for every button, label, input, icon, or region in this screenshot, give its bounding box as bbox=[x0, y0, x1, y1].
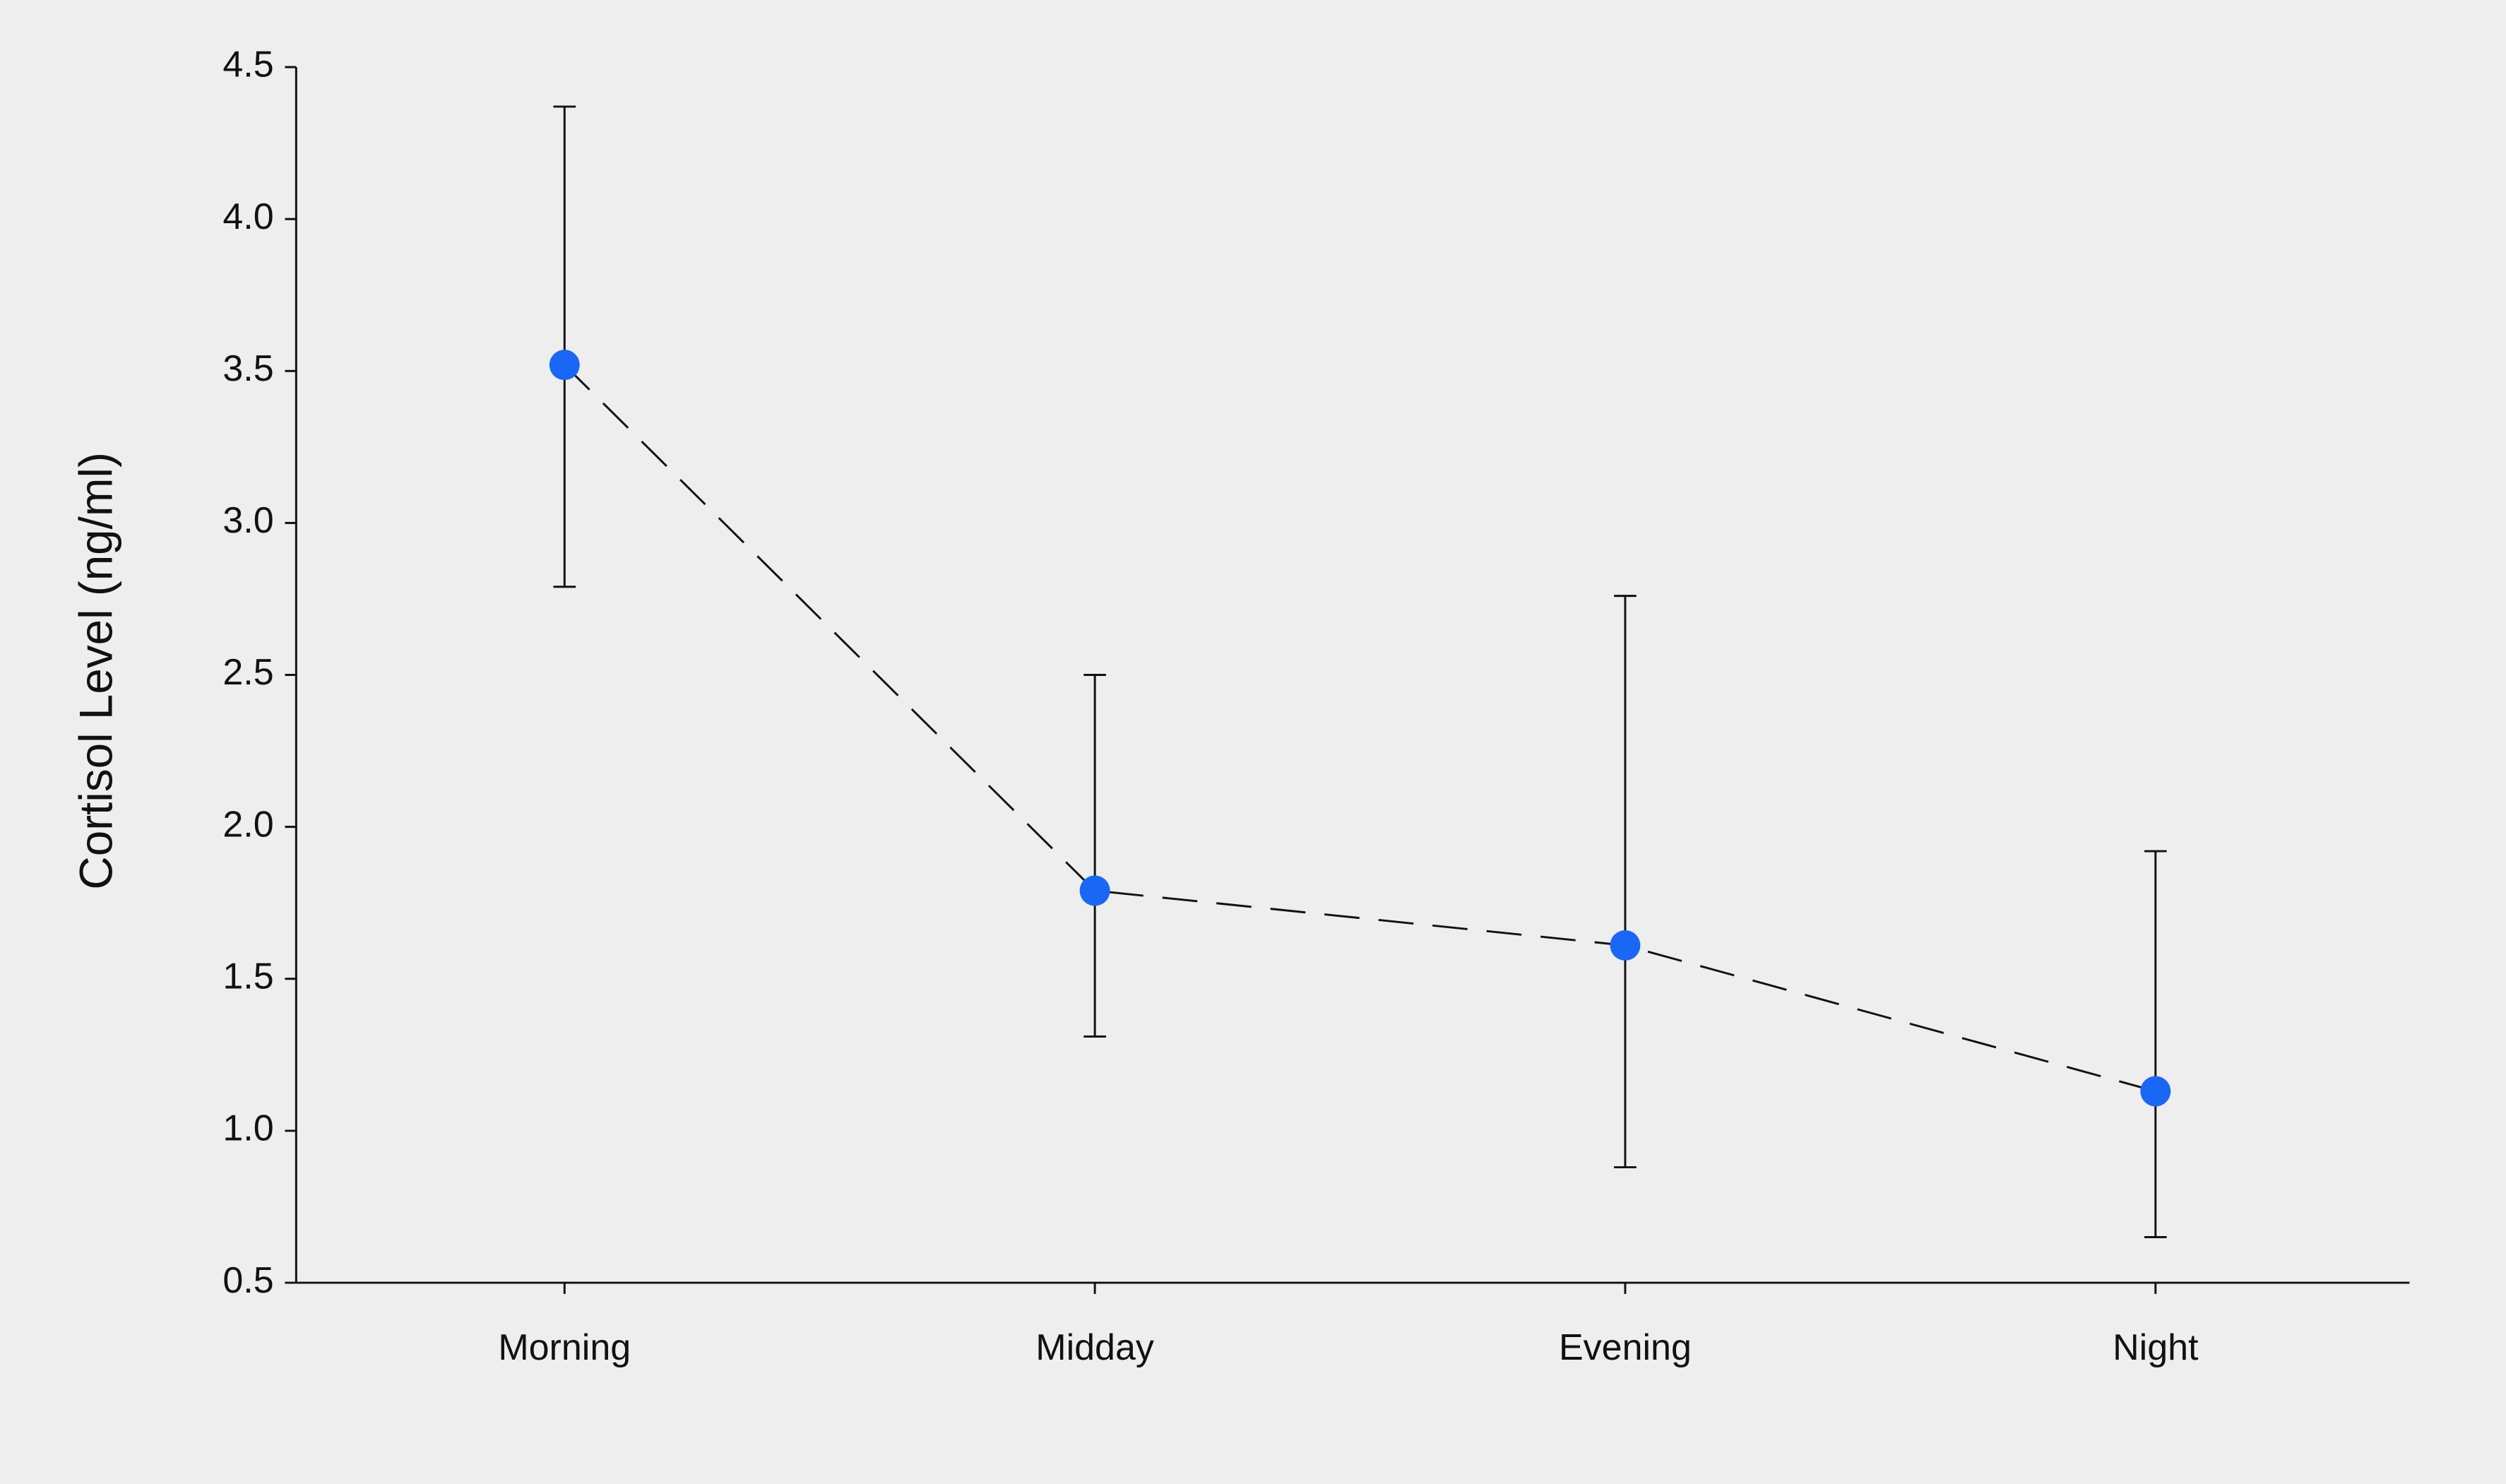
x-tick-label: Midday bbox=[1035, 1327, 1154, 1368]
y-tick-label: 3.5 bbox=[222, 348, 273, 389]
point bbox=[1079, 875, 1110, 906]
y-tick-label: 4.5 bbox=[222, 44, 273, 85]
y-tick-label: 3.0 bbox=[222, 500, 273, 541]
line bbox=[564, 364, 2156, 1093]
x-tick-label: Evening bbox=[1559, 1327, 1692, 1368]
y-tick-label: 0.5 bbox=[222, 1260, 273, 1301]
point bbox=[549, 350, 580, 381]
y-tick-label: 2.5 bbox=[222, 652, 273, 693]
x-tick-label: Morning bbox=[498, 1327, 631, 1368]
y-tick-label: 1.0 bbox=[222, 1108, 273, 1149]
point bbox=[1610, 930, 1641, 961]
y-axis-label: Cortisol Level (ng/ml) bbox=[70, 452, 121, 890]
x-tick-label: Night bbox=[2113, 1327, 2199, 1368]
y-tick-label: 2.0 bbox=[222, 804, 273, 845]
y-tick-label: 1.5 bbox=[222, 956, 273, 997]
point bbox=[2140, 1076, 2171, 1107]
y-tick-label: 4.0 bbox=[222, 196, 273, 237]
